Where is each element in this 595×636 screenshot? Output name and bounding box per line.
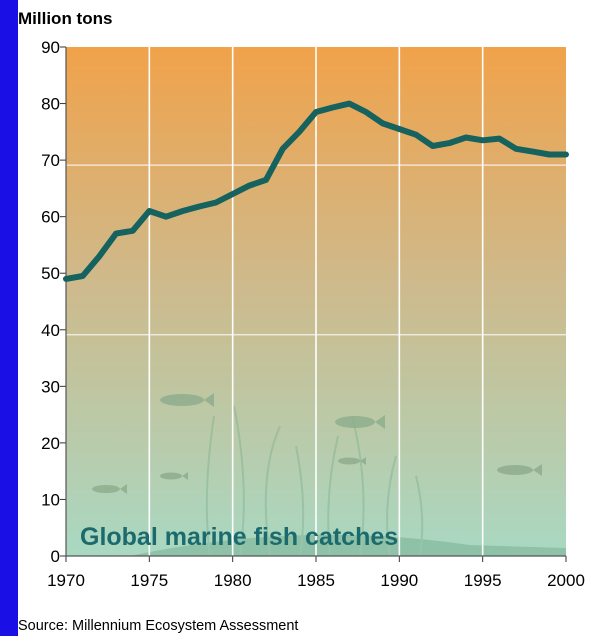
x-tick-label: 1985 xyxy=(297,571,335,590)
x-tick-label: 1990 xyxy=(380,571,418,590)
y-tick-label: 20 xyxy=(41,434,60,453)
x-tick-label: 1980 xyxy=(214,571,252,590)
x-tick-label: 1975 xyxy=(130,571,168,590)
fish-icon xyxy=(160,393,214,407)
fish-icon xyxy=(160,472,188,480)
y-tick-label: 50 xyxy=(41,264,60,283)
series-layer xyxy=(63,100,569,282)
y-tick-label: 40 xyxy=(41,321,60,340)
seabed-illustration xyxy=(130,405,566,557)
axis-layer: 1970 1975 1980 1985 1990 1995 2000 0 10 20 30 40 50 6… xyxy=(41,38,585,590)
y-tick-label: 70 xyxy=(41,151,60,170)
fish-icon xyxy=(335,415,385,429)
source-note: Source: Millennium Ecosystem Assessment xyxy=(18,618,298,634)
y-axis-label: Million tons xyxy=(18,9,112,28)
fish-decorations xyxy=(92,393,542,494)
grid-layer xyxy=(66,47,566,556)
fish-icon xyxy=(92,484,127,494)
y-tick-label: 30 xyxy=(41,377,60,396)
x-tick-label: 1970 xyxy=(47,571,85,590)
y-tick-label: 0 xyxy=(51,547,60,566)
fish-icon xyxy=(497,464,542,476)
x-tick-label: 1995 xyxy=(464,571,502,590)
y-tick-label: 60 xyxy=(41,208,60,227)
y-tick-label: 10 xyxy=(41,490,60,509)
fish-icon xyxy=(338,457,366,465)
y-tick-label: 80 xyxy=(41,95,60,114)
y-tick-label: 90 xyxy=(41,38,60,57)
x-tick-label: 2000 xyxy=(547,571,585,590)
chart-title: Global marine fish catches xyxy=(80,523,398,551)
